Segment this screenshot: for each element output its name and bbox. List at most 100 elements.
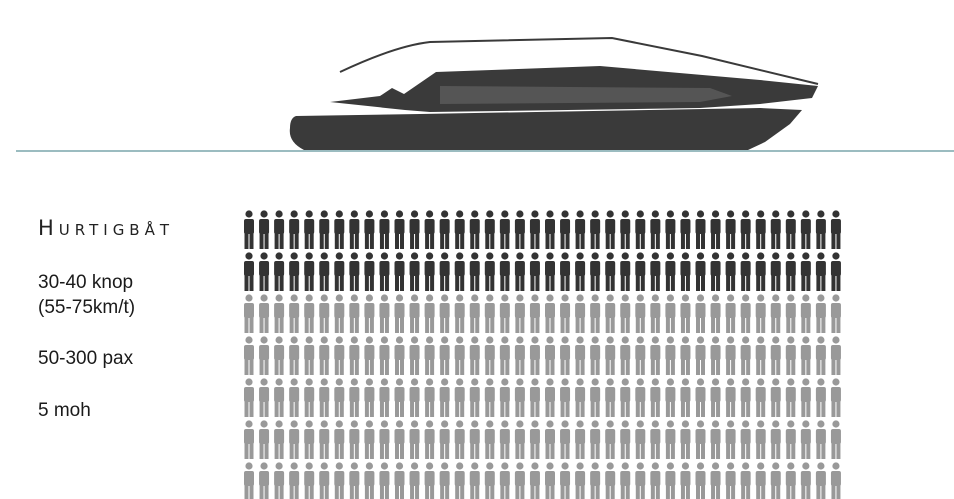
icon-body (470, 387, 480, 402)
icon-leg (651, 400, 655, 417)
icon-head (712, 252, 719, 259)
person-icon (410, 336, 420, 375)
icon-body (650, 261, 660, 276)
icon-body (590, 345, 600, 360)
icon-leg (776, 232, 780, 249)
icon-head (381, 336, 388, 343)
icon-head (727, 420, 734, 427)
icon-leg (365, 274, 369, 291)
person-icon (349, 336, 359, 375)
person-icon (530, 210, 540, 249)
icon-head (366, 210, 373, 217)
icon-head (501, 210, 508, 217)
icon-leg (500, 274, 504, 291)
icon-head (245, 378, 252, 385)
icon-leg (365, 484, 369, 499)
person-icon (575, 378, 585, 417)
icon-leg (350, 232, 354, 249)
icon-head (351, 462, 358, 469)
icon-head (727, 378, 734, 385)
icon-leg (470, 274, 474, 291)
icon-leg (641, 316, 645, 333)
person-icon (395, 420, 405, 459)
icon-leg (275, 358, 279, 375)
person-icon (786, 378, 796, 417)
person-icon (349, 210, 359, 249)
icon-head (592, 420, 599, 427)
icon-body (364, 303, 374, 318)
icon-head (486, 252, 493, 259)
icon-leg (335, 232, 339, 249)
icon-body (756, 387, 766, 402)
icon-leg (831, 232, 835, 249)
icon-leg (831, 484, 835, 499)
icon-leg (731, 232, 735, 249)
icon-head (757, 462, 764, 469)
icon-leg (355, 232, 359, 249)
icon-head (321, 378, 328, 385)
icon-leg (576, 400, 580, 417)
person-icon (334, 378, 344, 417)
icon-head (306, 210, 313, 217)
icon-body (801, 261, 811, 276)
icon-body (560, 471, 570, 486)
icon-head (637, 294, 644, 301)
icon-leg (606, 484, 610, 499)
icon-body (274, 261, 284, 276)
icon-leg (596, 484, 600, 499)
person-icon (620, 420, 630, 459)
icon-leg (400, 232, 404, 249)
icon-leg (350, 442, 354, 459)
icon-leg (430, 484, 434, 499)
icon-head (592, 294, 599, 301)
icon-body (274, 303, 284, 318)
icon-leg (651, 442, 655, 459)
icon-head (561, 378, 568, 385)
icon-leg (786, 316, 790, 333)
person-icon (756, 252, 766, 291)
person-icon (319, 252, 329, 291)
person-icon (575, 420, 585, 459)
icon-leg (275, 316, 279, 333)
icon-head (622, 378, 629, 385)
icon-leg (470, 442, 474, 459)
icon-leg (290, 484, 294, 499)
person-icon (650, 252, 660, 291)
person-icon (500, 462, 510, 499)
icon-leg (260, 232, 264, 249)
icon-body (771, 261, 781, 276)
icon-leg (415, 232, 419, 249)
icon-body (545, 345, 555, 360)
icon-body (726, 387, 736, 402)
icon-leg (290, 274, 294, 291)
icon-head (607, 252, 614, 259)
icon-leg (626, 274, 630, 291)
icon-leg (771, 484, 775, 499)
icon-body (410, 261, 420, 276)
icon-leg (350, 316, 354, 333)
icon-leg (350, 358, 354, 375)
icon-head (336, 420, 343, 427)
icon-head (772, 462, 779, 469)
icon-leg (365, 358, 369, 375)
icon-leg (711, 400, 715, 417)
icon-head (607, 462, 614, 469)
icon-body (771, 471, 781, 486)
icon-leg (831, 442, 835, 459)
icon-leg (515, 316, 519, 333)
person-icon (530, 420, 540, 459)
icon-body (289, 429, 299, 444)
icon-leg (546, 442, 550, 459)
icon-body (665, 345, 675, 360)
person-icon (590, 294, 600, 333)
icon-leg (816, 316, 820, 333)
icon-leg (325, 232, 329, 249)
icon-leg (641, 274, 645, 291)
icon-leg (741, 484, 745, 499)
page: {"title": "Hurtigbåt", "specs": ["30-40 … (0, 0, 954, 499)
icon-body (334, 261, 344, 276)
icon-leg (475, 442, 479, 459)
person-icon (575, 252, 585, 291)
person-icon (319, 294, 329, 333)
icon-leg (671, 316, 675, 333)
